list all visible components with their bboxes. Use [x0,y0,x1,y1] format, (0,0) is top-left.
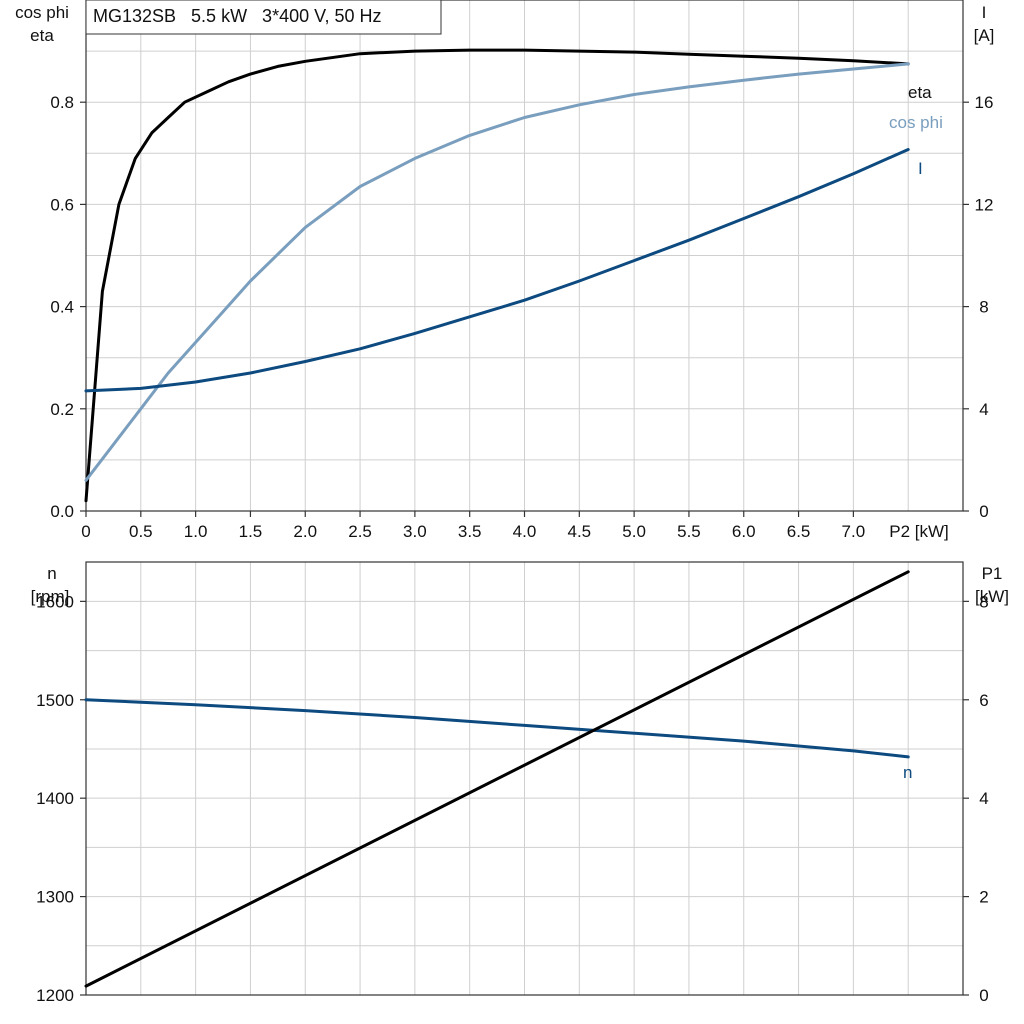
left-tick-label: 0.6 [50,195,74,214]
series-line-i [84,148,910,393]
x-tick-label: 6.0 [732,522,756,541]
x-tick-label: 4.5 [567,522,591,541]
left-tick-label: 1600 [36,592,74,611]
bottom-right-axis-label-2: [kW] [975,587,1009,606]
top-right-axis-label-1: I [982,3,987,22]
top-x-ticks: 0 0.5 1.0 1.5 2.0 2.5 3.0 3.5 4.0 4.5 5.0 5.5 6.0 6.5… [81,511,865,541]
bottom-left-axis-label-2: [rpm] [31,587,70,606]
x-tick-label: 1.0 [184,522,208,541]
right-tick-label: 8 [979,592,988,611]
x-tick-label: 0.5 [129,522,153,541]
bottom-plot-frame [85,561,964,996]
title-box [85,0,442,35]
bottom-right-ticks: 0 2 4 6 8 [963,592,989,1005]
right-tick-label: 16 [975,93,994,112]
x-tick-label: 3.5 [458,522,482,541]
right-tick-label: 4 [979,400,988,419]
top-left-axis-label-2: eta [30,26,54,45]
top-right-ticks: 0 4 8 12 16 [963,93,993,521]
right-tick-label: 0 [979,502,988,521]
x-tick-label: 3.0 [403,522,427,541]
series-line-n [84,698,910,759]
top-left-axis-label-1: cos phi [15,3,69,22]
right-tick-label: 0 [979,986,988,1005]
bottom-right-axis-label-1: P1 [982,564,1003,583]
x-tick-label: 5.5 [677,522,701,541]
bottom-left-axis-label-1: n [47,564,56,583]
x-tick-label: 6.5 [787,522,811,541]
series-line-cos-phi [84,62,910,482]
top-grid [86,0,963,511]
series-line-p1 [84,570,910,988]
left-tick-label: 1400 [36,789,74,808]
top-left-ticks: 0.0 0.2 0.4 0.6 0.8 [50,93,86,521]
bottom-left-ticks: 1200 1300 1400 1500 1600 [36,592,86,1005]
x-tick-label: 2.5 [348,522,372,541]
x-tick-label: 5.0 [622,522,646,541]
series-line-eta [84,48,910,503]
x-tick-label: 7.0 [842,522,866,541]
series-label-eta: eta [908,83,932,102]
top-right-axis-label-2: [A] [974,26,995,45]
left-tick-label: 0.2 [50,400,74,419]
x-tick-label: 1.5 [239,522,263,541]
right-tick-label: 2 [979,888,988,907]
top-chart: MG132SB 5.5 kW 3*400 V, 50 Hz cos phi et… [15,0,994,541]
left-tick-label: 0.4 [50,298,74,317]
chart-title: MG132SB 5.5 kW 3*400 V, 50 Hz [93,6,381,26]
bottom-series [84,570,910,988]
bottom-grid [86,562,963,995]
x-tick-label: 2.0 [293,522,317,541]
right-tick-label: 6 [979,691,988,710]
left-tick-label: 1300 [36,888,74,907]
top-series [84,48,910,503]
series-label-speed: n [903,763,912,782]
left-tick-label: 0.0 [50,502,74,521]
right-tick-label: 8 [979,298,988,317]
right-tick-label: 12 [975,195,994,214]
x-tick-label: 0 [81,522,90,541]
left-tick-label: 1200 [36,986,74,1005]
series-label-current: I [918,159,923,178]
left-tick-label: 1500 [36,691,74,710]
top-x-axis-label: P2 [kW] [889,522,949,541]
x-tick-label: 4.0 [513,522,537,541]
series-label-cos-phi: cos phi [889,113,943,132]
left-tick-label: 0.8 [50,93,74,112]
right-tick-label: 4 [979,789,988,808]
bottom-chart: n [rpm] P1 [kW] 1200 1300 1400 1500 1600 0 2 4… [31,561,1009,1005]
